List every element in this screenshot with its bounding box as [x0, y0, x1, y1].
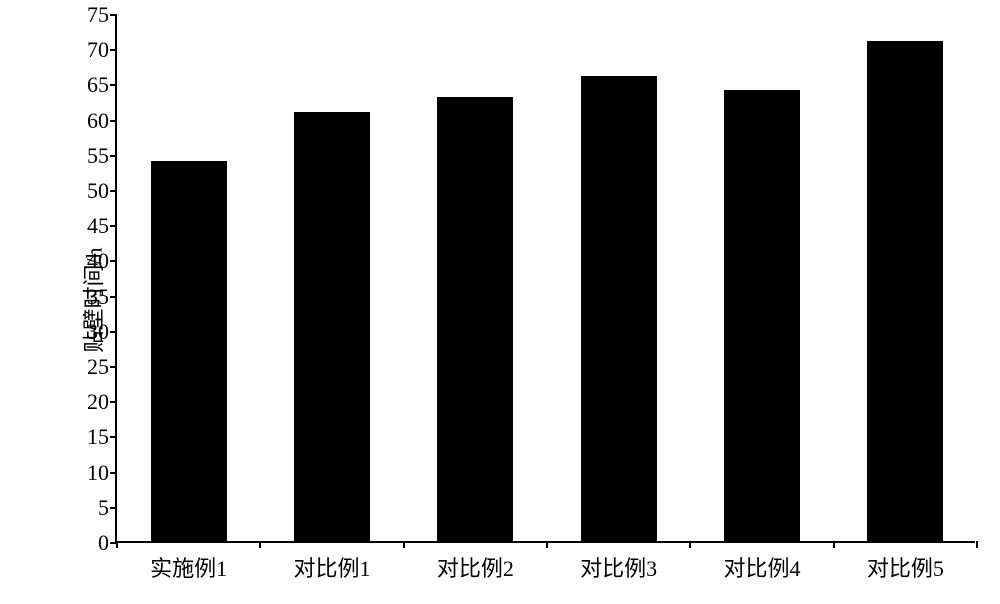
bar: [151, 161, 227, 541]
y-tick-label: 10: [87, 460, 109, 486]
y-tick-mark: [110, 296, 117, 298]
plot-area: 051015202530354045505560657075实施例1对比例1对比…: [115, 15, 975, 543]
y-tick-label: 65: [87, 72, 109, 98]
y-tick-mark: [110, 472, 117, 474]
y-tick-label: 55: [87, 143, 109, 169]
y-tick-label: 60: [87, 108, 109, 134]
y-tick-label: 20: [87, 389, 109, 415]
x-tick-mark: [116, 541, 118, 548]
x-tick-mark: [403, 541, 405, 548]
x-tick-label: 对比例3: [580, 551, 657, 583]
y-tick-mark: [110, 507, 117, 509]
y-tick-mark: [110, 120, 117, 122]
y-tick-mark: [110, 49, 117, 51]
y-tick-mark: [110, 331, 117, 333]
y-tick-label: 45: [87, 213, 109, 239]
y-tick-mark: [110, 366, 117, 368]
y-tick-label: 5: [98, 495, 109, 521]
y-tick-mark: [110, 190, 117, 192]
x-tick-mark: [689, 541, 691, 548]
y-tick-label: 0: [98, 530, 109, 556]
x-tick-mark: [976, 541, 978, 548]
y-tick-label: 50: [87, 178, 109, 204]
y-tick-mark: [110, 225, 117, 227]
bar: [294, 112, 370, 541]
y-tick-label: 25: [87, 354, 109, 380]
y-tick-mark: [110, 401, 117, 403]
x-tick-mark: [833, 541, 835, 548]
x-tick-mark: [259, 541, 261, 548]
x-tick-mark: [546, 541, 548, 548]
y-tick-mark: [110, 84, 117, 86]
y-tick-mark: [110, 260, 117, 262]
bar: [437, 97, 513, 541]
x-tick-label: 对比例2: [437, 551, 514, 583]
y-tick-label: 75: [87, 2, 109, 28]
y-tick-mark: [110, 14, 117, 16]
x-tick-label: 对比例4: [723, 551, 800, 583]
y-tick-label: 70: [87, 37, 109, 63]
y-tick-label: 40: [87, 248, 109, 274]
y-tick-label: 15: [87, 424, 109, 450]
y-tick-label: 30: [87, 319, 109, 345]
x-tick-label: 对比例1: [293, 551, 370, 583]
bar: [581, 76, 657, 541]
bar: [867, 41, 943, 541]
bar: [724, 90, 800, 541]
x-tick-label: 对比例5: [867, 551, 944, 583]
y-tick-mark: [110, 155, 117, 157]
y-tick-label: 35: [87, 284, 109, 310]
y-tick-mark: [110, 436, 117, 438]
x-tick-label: 实施例1: [150, 551, 227, 583]
chart-container: 贴壁时间/h 051015202530354045505560657075实施例…: [40, 10, 980, 590]
